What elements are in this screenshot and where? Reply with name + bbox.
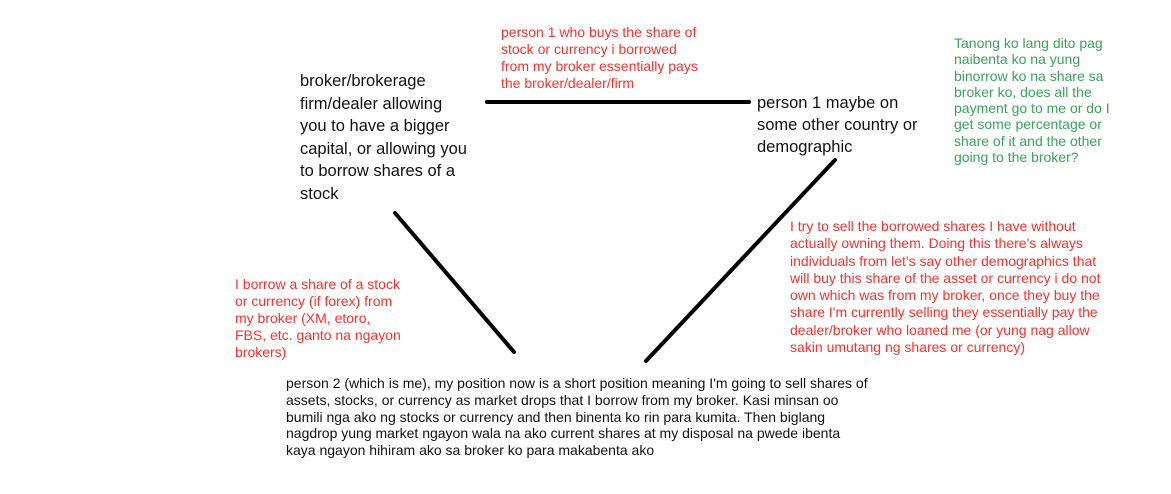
broker-node-label: broker/brokerage firm/dealer allowing yo… (300, 72, 467, 203)
person2-node-label: person 2 (which is me), my position now … (286, 375, 868, 459)
annotation-right: I try to sell the borrowed shares I have… (790, 218, 1101, 356)
annotation-green-question: Tanong ko lang dito pag naibenta ko na y… (954, 35, 1110, 166)
annotation-top: person 1 who buys the share of stock or … (501, 24, 698, 91)
annotation-left: I borrow a share of a stock or currency … (235, 276, 401, 360)
connector-broker-person2 (393, 211, 516, 354)
connector-person1-person2 (644, 158, 837, 363)
person1-node-label: person 1 maybe on some other country or … (757, 94, 918, 156)
